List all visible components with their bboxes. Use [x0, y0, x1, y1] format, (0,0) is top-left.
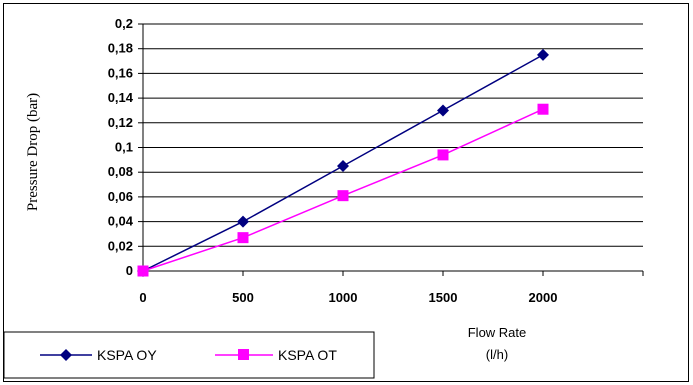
y-tick-label-3: 0,06 [108, 189, 133, 204]
data-point-series-2-0 [137, 265, 149, 277]
y-tick-label-6: 0,12 [108, 115, 133, 130]
y-axis-label: Pressure Drop (bar) [25, 93, 41, 211]
data-point-series-2-3 [437, 149, 449, 161]
y-tick-label-1: 0,02 [108, 238, 133, 253]
x-axis-label-line1: Flow Rate [468, 325, 527, 340]
y-tick-labels: 0 0,02 0,04 0,06 0,08 0,1 0,12 0,14 0,16 0,18 0,2 [108, 16, 134, 278]
x-tick-label-0: 0 [139, 290, 146, 305]
data-point-series-1-4 [537, 48, 549, 61]
legend-marker-series-2 [238, 349, 249, 360]
x-tick-label-1: 500 [232, 290, 254, 305]
series-group [137, 48, 549, 277]
axes [138, 23, 644, 276]
legend-marker-series-1 [60, 349, 72, 361]
legend-label-series-2: KSPA OT [278, 347, 337, 363]
legend: KSPA OY KSPA OT [3, 331, 375, 379]
data-point-series-1-1 [237, 215, 249, 228]
x-tick-label-2: 1000 [329, 290, 358, 305]
y-tick-label-8: 0,16 [108, 65, 133, 80]
data-point-series-2-1 [237, 232, 249, 244]
x-tick-labels: 0 500 1000 1500 2000 [139, 290, 557, 305]
y-tick-label-5: 0,1 [115, 140, 133, 155]
x-axis-label-line2: (l/h) [486, 347, 508, 362]
y-tick-label-0: 0 [126, 263, 133, 278]
gridlines [143, 23, 643, 247]
y-tick-label-10: 0,2 [115, 16, 133, 31]
data-point-series-1-3 [437, 104, 449, 117]
data-point-series-1-2 [337, 160, 349, 173]
y-tick-label-4: 0,08 [108, 164, 133, 179]
data-point-series-2-2 [337, 190, 349, 202]
y-tick-label-2: 0,04 [108, 214, 134, 229]
legend-label-series-1: KSPA OY [97, 347, 157, 363]
x-tick-label-3: 1500 [429, 290, 458, 305]
data-point-series-2-4 [537, 103, 549, 115]
y-tick-label-7: 0,14 [108, 90, 134, 105]
x-tick-label-4: 2000 [529, 290, 558, 305]
y-tick-label-9: 0,18 [108, 41, 133, 56]
